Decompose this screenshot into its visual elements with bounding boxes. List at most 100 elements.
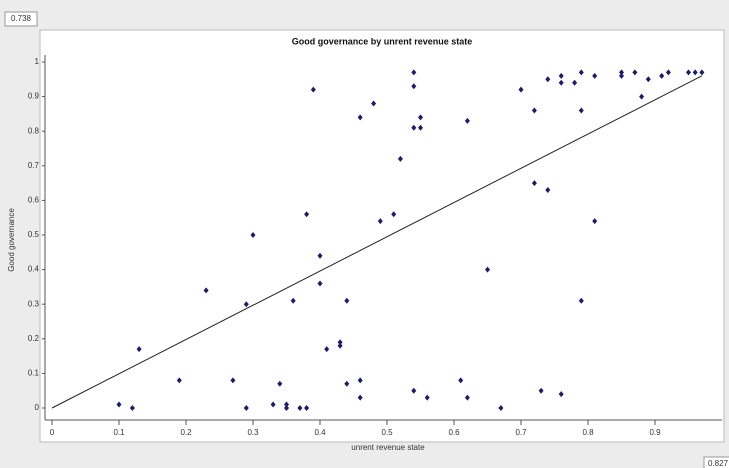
y-tick-label: 0.4 <box>28 265 40 274</box>
point <box>243 301 249 308</box>
point <box>344 297 350 304</box>
y-tick-label: 0.5 <box>28 230 40 239</box>
corner-label: 0.827 <box>708 459 729 468</box>
point <box>277 380 283 387</box>
point <box>464 394 470 401</box>
x-tick-label: 0 <box>50 428 55 437</box>
point <box>176 377 182 384</box>
y-tick-label: 0.3 <box>28 299 40 308</box>
point <box>578 107 584 114</box>
point <box>531 107 537 114</box>
point <box>297 405 303 411</box>
point <box>337 342 343 349</box>
x-tick-label: 0.3 <box>247 428 259 437</box>
point <box>411 69 417 76</box>
x-tick-label: 0.5 <box>381 428 393 437</box>
point <box>324 346 330 353</box>
point <box>136 346 142 353</box>
y-axis-label: Good governance <box>7 208 16 272</box>
point <box>545 76 551 83</box>
point <box>284 401 289 408</box>
point <box>357 377 363 384</box>
point <box>304 405 310 411</box>
point <box>317 252 323 259</box>
point <box>619 69 624 76</box>
fit-line <box>51 75 703 409</box>
point <box>558 391 564 398</box>
point <box>337 339 343 346</box>
point <box>485 266 490 273</box>
point <box>498 405 504 411</box>
point <box>116 401 122 408</box>
point <box>538 387 544 394</box>
point <box>243 405 249 411</box>
point <box>357 394 363 401</box>
point <box>665 69 671 76</box>
point <box>639 93 645 100</box>
x-tick-label: 0.2 <box>180 428 192 437</box>
point <box>411 387 417 394</box>
point <box>284 405 289 411</box>
point <box>592 218 598 225</box>
point <box>304 211 310 218</box>
point <box>572 79 578 86</box>
point <box>645 76 651 83</box>
x-tick-label: 0.7 <box>515 428 527 437</box>
point <box>686 69 691 76</box>
chart-title: Good governance by unrent revenue state <box>292 36 473 46</box>
point <box>592 72 598 79</box>
x-tick-label: 0.8 <box>582 428 594 437</box>
point <box>310 86 316 93</box>
y-tick-label: 0.9 <box>28 92 40 101</box>
point <box>699 69 705 76</box>
point <box>558 79 564 86</box>
point <box>545 187 551 194</box>
point <box>290 297 296 304</box>
point <box>377 218 383 225</box>
point <box>203 287 209 294</box>
point <box>531 180 537 187</box>
point <box>424 394 430 401</box>
point <box>458 377 464 384</box>
y-tick-label: 0 <box>35 403 40 412</box>
x-tick-label: 0.4 <box>314 428 326 437</box>
point <box>619 72 624 79</box>
y-tick-label: 0.2 <box>28 334 40 343</box>
point <box>632 69 638 76</box>
plot-panel <box>39 29 725 443</box>
point <box>411 124 417 131</box>
point <box>371 100 377 107</box>
point <box>317 280 323 287</box>
corner-box <box>4 11 38 27</box>
x-tick-label: 0.1 <box>113 428 125 437</box>
point <box>558 72 564 79</box>
y-tick-label: 0.6 <box>28 196 40 205</box>
corner-label: 0.738 <box>11 14 32 23</box>
y-tick-label: 0.1 <box>28 369 40 378</box>
point <box>250 232 256 238</box>
point <box>129 405 135 411</box>
x-tick-label: 0.6 <box>448 428 460 437</box>
point <box>344 380 350 387</box>
point <box>692 69 698 76</box>
x-tick-label: 0.9 <box>649 428 661 437</box>
point <box>659 72 665 79</box>
x-axis-label: unrent revenue state <box>351 443 425 452</box>
point <box>578 297 584 304</box>
point <box>391 211 397 218</box>
point <box>518 86 524 93</box>
y-tick-label: 1 <box>35 57 40 66</box>
point <box>578 69 584 76</box>
point <box>464 117 470 124</box>
point <box>411 83 417 90</box>
corner-box <box>703 456 729 468</box>
point <box>418 114 423 121</box>
point <box>230 377 236 384</box>
y-tick-label: 0.8 <box>28 126 40 135</box>
y-tick-label: 0.7 <box>28 161 40 170</box>
point <box>357 114 363 121</box>
point <box>397 155 403 162</box>
point <box>270 401 276 408</box>
point <box>418 124 423 131</box>
